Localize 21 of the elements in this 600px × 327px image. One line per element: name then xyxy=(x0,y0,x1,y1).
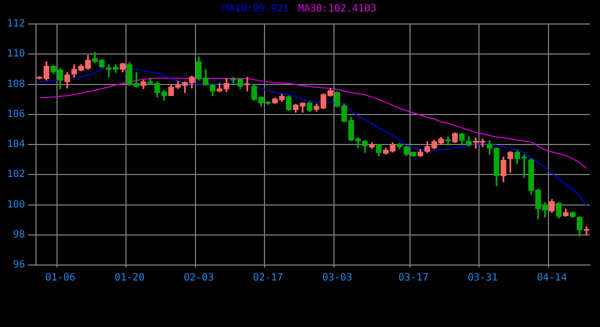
candlestick xyxy=(584,226,590,236)
y-tick-label: 108 xyxy=(7,78,26,90)
x-tick-label: 04-14 xyxy=(536,272,567,284)
x-tick-label: 01-20 xyxy=(114,272,145,284)
text: MA30:102.4103 xyxy=(298,4,376,15)
y-tick-label: 96 xyxy=(13,260,26,271)
y-tick-label: 102 xyxy=(7,169,26,180)
x-tick-label: 03-03 xyxy=(322,272,352,284)
y-tick-label: 104 xyxy=(7,139,26,150)
x-tick-label: 03-17 xyxy=(398,272,428,284)
x-tick-label: 03-31 xyxy=(468,272,498,284)
y-tick-label: 100 xyxy=(7,199,26,210)
text: MA10:99.921 xyxy=(222,4,289,15)
x-tick-label: 01-06 xyxy=(45,272,76,284)
y-tick-label: 106 xyxy=(7,108,26,120)
y-tick-label: 98 xyxy=(13,229,26,240)
y-tick-label: 112 xyxy=(7,18,26,30)
candlestick xyxy=(445,136,451,146)
x-tick-label: 02-03 xyxy=(184,272,214,284)
x-tick-label: 02-17 xyxy=(252,272,284,284)
y-tick-label: 110 xyxy=(7,48,26,60)
